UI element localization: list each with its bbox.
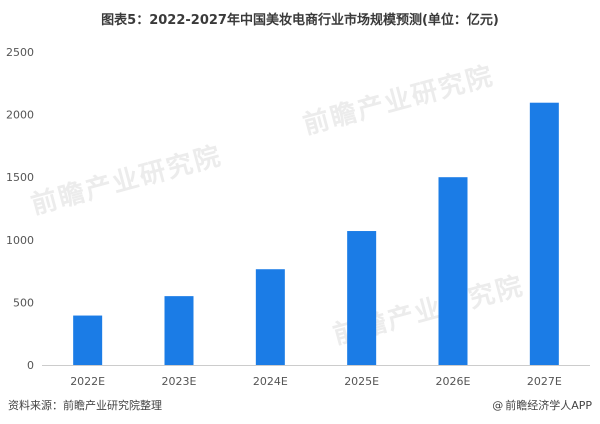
credit: @ 前瞻经济学人APP — [492, 397, 592, 413]
x-tick-label: 2027E — [527, 375, 562, 388]
bar-2022E — [73, 315, 103, 365]
source-note: 资料来源：前瞻产业研究院整理 — [8, 399, 162, 412]
y-tick-label: 0 — [27, 359, 34, 372]
y-tick-label: 1000 — [6, 234, 34, 247]
x-axis: 2022E 2023E 2024E 2025E 2026E 2027E — [70, 375, 562, 388]
x-tick-label: 2022E — [70, 375, 105, 388]
bar-2024E — [255, 269, 285, 365]
chart-title: 图表5：2022-2027年中国美妆电商行业市场规模预测(单位：亿元) — [101, 13, 499, 28]
bar-2026E — [438, 177, 468, 365]
at-icon: @ — [492, 398, 504, 412]
x-tick-label: 2025E — [344, 375, 379, 388]
x-tick-label: 2024E — [253, 375, 288, 388]
bar-2027E — [529, 102, 559, 366]
bar-2025E — [347, 231, 377, 365]
y-tick-label: 500 — [13, 296, 34, 309]
bar-series — [73, 102, 559, 366]
y-axis: 0 500 1000 1500 2000 2500 — [6, 46, 34, 372]
y-tick-label: 2500 — [6, 46, 34, 59]
bar-2023E — [164, 296, 194, 365]
x-tick-label: 2023E — [162, 375, 197, 388]
y-tick-label: 1500 — [6, 171, 34, 184]
credit-text: 前瞻经济学人APP — [505, 399, 592, 412]
y-tick-label: 2000 — [6, 109, 34, 122]
x-tick-label: 2026E — [436, 375, 471, 388]
